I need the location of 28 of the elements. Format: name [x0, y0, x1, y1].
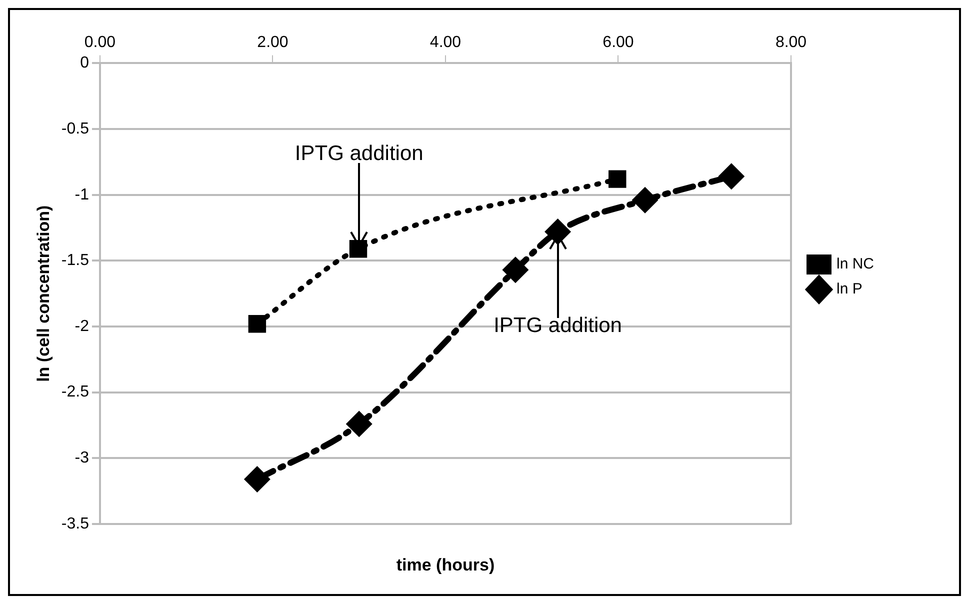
- point: [503, 258, 528, 282]
- x-tick-label: 6.00: [602, 34, 634, 52]
- x-tick-label: 0.00: [84, 34, 116, 52]
- y-tick-label: -3: [74, 450, 90, 467]
- x-axis-title: time (hours): [396, 556, 495, 575]
- y-tick-label: -2: [74, 318, 90, 335]
- annotation: IPTG addition: [494, 314, 622, 338]
- x-tick-label: 4.00: [430, 34, 462, 52]
- y-tick-label: -2.5: [61, 384, 90, 401]
- point: [248, 315, 266, 333]
- point: [608, 170, 626, 188]
- y-tick-label: -1.5: [61, 252, 90, 270]
- y-tick-label: -0.5: [61, 120, 90, 138]
- legend-label: ln NC: [836, 256, 874, 273]
- y-axis-title: ln (cell concentration): [34, 205, 53, 382]
- point: [349, 240, 368, 258]
- y-tick-label: -1: [74, 186, 90, 204]
- legend-label: ln P: [836, 280, 862, 298]
- point: [245, 467, 270, 492]
- point: [633, 188, 658, 212]
- point: [546, 220, 570, 244]
- annotation: IPTG addition: [294, 142, 424, 166]
- y-tick-label: 0: [80, 54, 90, 72]
- y-tick-label: -3.5: [61, 515, 90, 532]
- x-tick-label: 8.00: [775, 34, 807, 52]
- point: [347, 412, 372, 436]
- x-tick-label: 2.00: [257, 34, 288, 52]
- point: [719, 164, 744, 188]
